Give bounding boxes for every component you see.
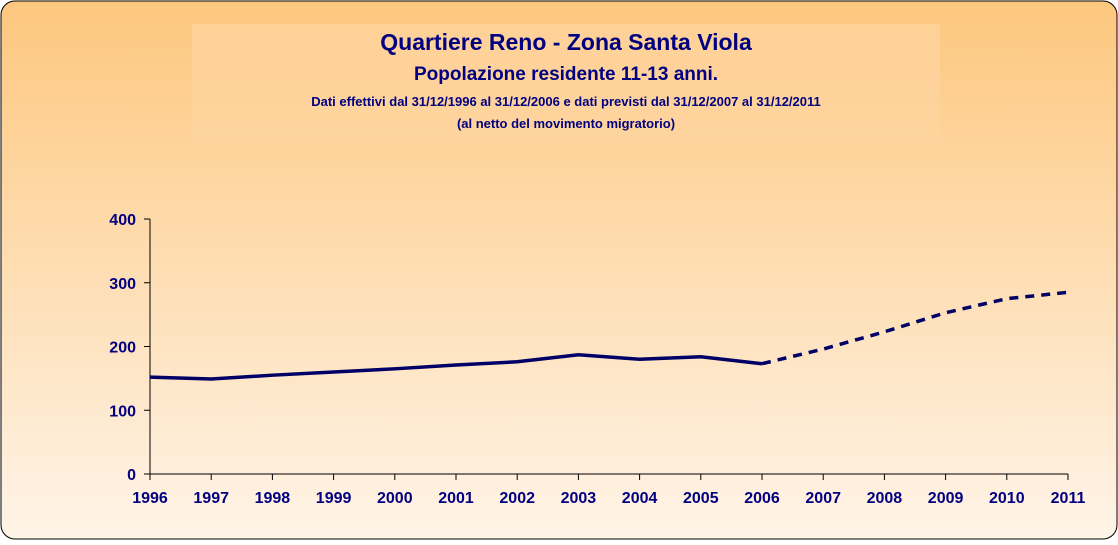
x-tick-label: 2010	[989, 490, 1025, 507]
x-tick-label: 2011	[1051, 490, 1086, 507]
y-tick-label: 400	[109, 212, 136, 229]
chart-subtitle: Popolazione residente 11-13 anni.	[414, 64, 718, 85]
y-tick-label: 100	[109, 403, 136, 420]
x-tick-label: 2006	[744, 490, 780, 507]
x-tick-label: 1996	[132, 490, 168, 507]
x-tick-label: 2008	[867, 490, 903, 507]
x-tick-label: 2001	[438, 490, 474, 507]
y-tick-label: 300	[109, 276, 136, 293]
x-tick-label: 2002	[499, 490, 535, 507]
x-tick-label: 2004	[622, 490, 658, 507]
x-tick-label: 1998	[255, 490, 291, 507]
title-box	[192, 24, 940, 142]
x-tick-label: 2000	[377, 490, 413, 507]
x-tick-label: 2009	[928, 490, 964, 507]
x-tick-label: 2007	[805, 490, 841, 507]
data-line	[149, 353, 763, 381]
x-tick-label: 1997	[193, 490, 229, 507]
note: (al netto del movimento migratorio)	[457, 116, 675, 131]
y-tick-label: 200	[109, 340, 136, 357]
y-tick-label: 0	[127, 467, 136, 484]
chart-title: Quartiere Reno - Zona Santa Viola	[380, 29, 752, 55]
x-tick-label: 1999	[316, 490, 352, 507]
data-line	[761, 290, 1069, 366]
note: Dati effettivi dal 31/12/1996 al 31/12/2…	[311, 94, 821, 109]
x-tick-label: 2003	[561, 490, 597, 507]
x-tick-label: 2005	[683, 490, 719, 507]
